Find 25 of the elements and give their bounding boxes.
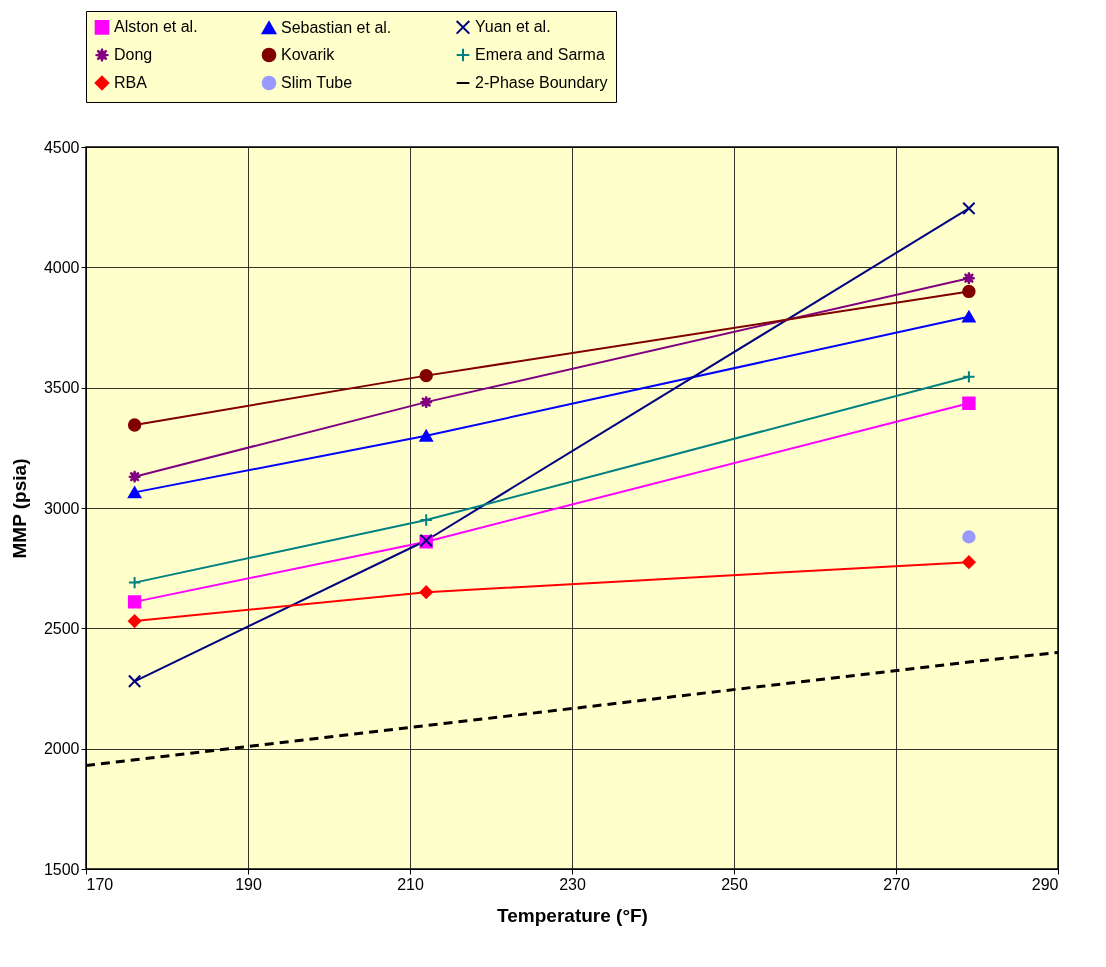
y-tick-label: 4000 bbox=[43, 258, 80, 276]
legend-label: 2-Phase Boundary bbox=[475, 74, 608, 91]
x-tick-label: 290 bbox=[1031, 875, 1059, 893]
x-tick-label: 170 bbox=[86, 875, 114, 893]
x-tick-label: 250 bbox=[721, 875, 748, 893]
legend-label: Slim Tube bbox=[281, 74, 353, 91]
legend-label: Dong bbox=[114, 46, 153, 63]
y-tick-label: 2000 bbox=[43, 740, 80, 758]
x-tick-label: 210 bbox=[397, 875, 424, 893]
x-axis-title: Temperature (°F) bbox=[497, 904, 648, 926]
x-tick-label: 270 bbox=[883, 875, 910, 893]
y-tick-label: 2500 bbox=[43, 619, 80, 637]
legend-label: Emera and Sarma bbox=[475, 46, 605, 63]
legend-label: Yuan et al. bbox=[475, 18, 551, 36]
x-tick-label: 190 bbox=[235, 875, 262, 893]
legend-label: Alston et al. bbox=[114, 18, 198, 36]
y-tick-label: 3000 bbox=[43, 499, 80, 517]
legend-label: Sebastian et al. bbox=[281, 18, 392, 36]
y-tick-label: 4500 bbox=[43, 138, 80, 156]
legend-label: RBA bbox=[114, 74, 148, 91]
y-axis-title: MMP (psia) bbox=[8, 458, 30, 559]
legend-label: Kovarik bbox=[281, 46, 336, 63]
y-tick-label: 1500 bbox=[43, 860, 80, 878]
y-tick-label: 3500 bbox=[43, 379, 80, 397]
x-tick-label: 230 bbox=[559, 875, 586, 893]
